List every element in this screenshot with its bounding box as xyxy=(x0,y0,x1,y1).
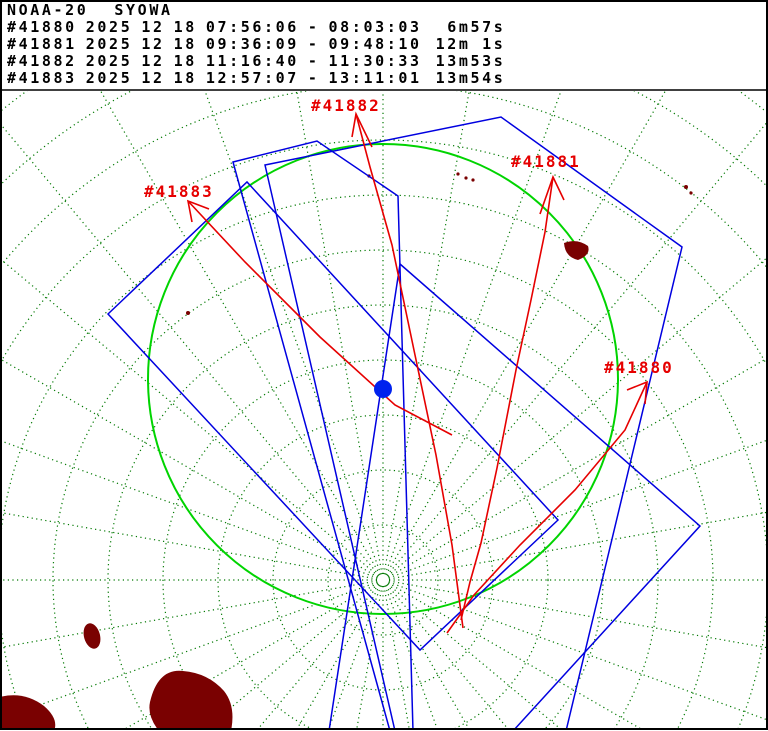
antarctica-coastline xyxy=(0,371,608,731)
pass-row: #41883 2025 12 18 12:57:07-13:11:01 13m54s xyxy=(7,70,768,87)
pass-row: #41881 2025 12 18 09:36:09-09:48:10 12m 1s xyxy=(7,36,768,53)
track-41881 xyxy=(460,176,554,621)
pass-end-time: 13:11:01 xyxy=(328,69,422,87)
pass-day: 18 xyxy=(173,35,197,53)
pass-year: 2025 xyxy=(85,35,133,53)
title-line: NOAA-20 SYOWA xyxy=(7,2,768,19)
islet xyxy=(456,172,460,176)
islet xyxy=(689,191,693,195)
pass-month: 12 xyxy=(141,52,165,70)
pass-end-time: 11:30:33 xyxy=(328,52,422,70)
pass-orbit: #41883 xyxy=(7,69,77,87)
ground-tracks xyxy=(186,111,648,634)
islet xyxy=(684,185,688,189)
islet xyxy=(464,176,468,180)
pass-start-time: 12:57:07 xyxy=(205,69,299,87)
pass-dash: - xyxy=(307,69,320,87)
station-name: SYOWA xyxy=(114,1,173,19)
islet xyxy=(186,311,190,315)
horizon-circle xyxy=(147,143,619,615)
satellite-name: NOAA-20 xyxy=(7,1,89,19)
pass-end-time: 08:03:03 xyxy=(328,18,422,36)
coastline-main xyxy=(0,371,574,731)
pass-duration: 12m 1s xyxy=(435,35,506,53)
track-arrowhead-41881 xyxy=(539,174,565,215)
pass-orbit: #41881 xyxy=(7,35,77,53)
pass-row: #41880 2025 12 18 07:56:06-08:03:03 6m57s xyxy=(7,19,768,36)
station-marker-dot xyxy=(374,380,392,398)
track-arrowhead-41882 xyxy=(351,111,373,148)
swath-41880 xyxy=(328,262,702,728)
pass-duration: 13m54s xyxy=(435,69,506,87)
land-mass xyxy=(2,695,56,728)
pass-day: 18 xyxy=(173,52,197,70)
pass-start-time: 09:36:09 xyxy=(205,35,299,53)
pass-day: 18 xyxy=(173,69,197,87)
island xyxy=(95,456,118,465)
map-label-41883: #41883 xyxy=(144,182,214,201)
map-label-41881: #41881 xyxy=(511,152,581,171)
swath-41883 xyxy=(106,180,560,652)
pass-month: 12 xyxy=(141,35,165,53)
pass-start-time: 07:56:06 xyxy=(205,18,299,36)
pass-end-time: 09:48:10 xyxy=(328,35,422,53)
pass-year: 2025 xyxy=(85,69,133,87)
island xyxy=(83,623,101,649)
island xyxy=(600,594,608,602)
pass-row: #41882 2025 12 18 11:16:40-11:30:33 13m53s xyxy=(7,53,768,70)
track-41882 xyxy=(355,113,464,629)
pass-dash: - xyxy=(307,35,320,53)
map-label-41880: #41880 xyxy=(604,358,674,377)
islet xyxy=(471,178,475,182)
island-arc-2 xyxy=(130,610,209,645)
swath-41881 xyxy=(264,116,683,728)
pass-year: 2025 xyxy=(85,52,133,70)
pass-duration: 6m57s xyxy=(435,18,506,36)
pass-month: 12 xyxy=(141,69,165,87)
pass-duration: 13m53s xyxy=(435,52,506,70)
pass-dash: - xyxy=(307,52,320,70)
track-41880 xyxy=(446,381,648,634)
swath-footprints xyxy=(106,116,702,728)
land-mass xyxy=(149,670,233,728)
island-blobs xyxy=(2,172,693,728)
track-41883 xyxy=(187,200,453,436)
pass-year: 2025 xyxy=(85,18,133,36)
pass-list-header: NOAA-20 SYOWA #41880 2025 12 18 07:56:06-08:0… xyxy=(0,0,768,90)
island-kerguelen xyxy=(564,241,589,260)
swath-41882 xyxy=(232,140,414,728)
track-arrowhead-41883 xyxy=(186,199,210,223)
pass-orbit: #41882 xyxy=(7,52,77,70)
map-label-41882: #41882 xyxy=(311,96,381,115)
pass-month: 12 xyxy=(141,18,165,36)
track-arrowhead-41880 xyxy=(626,380,648,405)
pass-dash: - xyxy=(307,18,320,36)
pass-day: 18 xyxy=(173,18,197,36)
pass-start-time: 11:16:40 xyxy=(205,52,299,70)
pass-orbit: #41880 xyxy=(7,18,77,36)
